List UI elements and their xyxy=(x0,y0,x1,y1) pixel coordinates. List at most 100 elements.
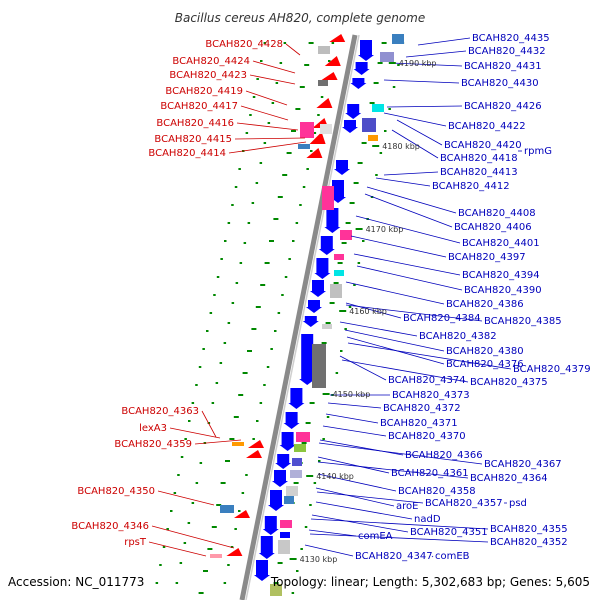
feature-tick xyxy=(159,564,162,566)
forward-gene xyxy=(306,148,323,158)
kbp-label: 4180 kbp xyxy=(382,142,420,151)
forward-gene xyxy=(246,450,262,458)
right-leader-line xyxy=(383,171,439,176)
right-leader-line xyxy=(417,37,471,46)
feature-tick xyxy=(243,242,247,244)
left-leader-line xyxy=(169,427,221,439)
left-gene-label: BCAH820_4424 xyxy=(172,56,250,67)
right-leader-line xyxy=(315,487,395,507)
feature-tick xyxy=(348,306,352,308)
feature-tick xyxy=(180,456,184,458)
left-leader-line xyxy=(228,141,307,154)
reverse-gene xyxy=(355,62,368,69)
gene-block xyxy=(300,122,314,138)
feature-tick xyxy=(259,162,263,164)
feature-tick xyxy=(170,510,173,512)
gene-block xyxy=(270,584,282,596)
right-gene-label: BCAH820_4382 xyxy=(419,331,497,342)
right-gene-label: BCAH820_4376 xyxy=(446,359,524,370)
reverse-gene xyxy=(308,300,320,307)
feature-tick xyxy=(291,592,295,594)
feature-tick xyxy=(191,502,195,504)
feature-tick xyxy=(304,64,310,66)
reverse-gene xyxy=(281,432,294,445)
left-gene-label: lexA3 xyxy=(139,423,167,434)
reverse-gene-arrowhead xyxy=(345,113,362,119)
reverse-gene xyxy=(285,412,298,423)
topology-info: Topology: linear; Length: 5,302,683 bp; … xyxy=(270,575,590,589)
feature-tick xyxy=(187,522,191,524)
right-gene-label: BCAH820_4430 xyxy=(461,78,539,89)
reverse-gene xyxy=(320,236,333,249)
feature-tick xyxy=(273,582,279,584)
feature-tick xyxy=(328,60,331,62)
feature-tick xyxy=(220,482,226,484)
reverse-gene-arrowhead xyxy=(275,463,292,469)
left-leader-line xyxy=(157,490,215,506)
forward-gene xyxy=(324,56,341,66)
feature-tick xyxy=(234,186,238,188)
feature-tick xyxy=(231,204,234,206)
reverse-gene xyxy=(316,258,329,273)
feature-tick xyxy=(292,240,295,242)
right-leader-line xyxy=(308,529,357,537)
gene-block xyxy=(294,444,306,452)
right-leader-line xyxy=(339,321,418,337)
feature-tick xyxy=(392,86,396,88)
right-leader-line xyxy=(405,50,467,58)
gene-block xyxy=(296,432,310,442)
feature-tick xyxy=(279,62,283,64)
feature-tick xyxy=(173,492,177,494)
right-gene-label: BCAH820_4431 xyxy=(464,61,542,72)
feature-tick xyxy=(295,108,301,110)
right-gene-label: BCAH820_4412 xyxy=(432,181,510,192)
right-leader-line xyxy=(341,359,469,383)
feature-tick xyxy=(288,258,291,260)
reverse-gene xyxy=(274,470,286,481)
right-gene-labels: BCAH820_4435 BCAH820_4432 BCAH820_4431 BCAH… xyxy=(355,33,591,562)
feature-tick xyxy=(306,168,309,170)
map-title: Bacillus cereus AH820, complete genome xyxy=(175,11,425,25)
reverse-gene xyxy=(344,120,356,127)
reverse-gene-arrowhead xyxy=(279,445,296,451)
reverse-gene-arrowhead xyxy=(334,169,350,175)
feature-tick xyxy=(310,150,313,152)
reverse-gene xyxy=(304,316,317,321)
right-leader-line xyxy=(347,342,512,370)
right-gene-label: BCAH820_4367 xyxy=(484,459,562,470)
right-leader-line xyxy=(390,62,463,67)
right-gene-label: BCAH820_4371 xyxy=(380,418,458,429)
feature-tick xyxy=(255,306,261,308)
left-gene-label: BCAH820_4363 xyxy=(121,406,199,417)
right-gene-label: BCAH820_4364 xyxy=(470,473,548,484)
left-leader-line xyxy=(245,90,288,106)
feature-tick xyxy=(331,42,335,44)
right-gene-label: BCAH820_4426 xyxy=(464,101,542,112)
feature-tick xyxy=(256,78,259,80)
reverse-gene xyxy=(260,536,273,553)
left-gene-label: rpsT xyxy=(124,537,147,548)
right-leader-line xyxy=(315,501,413,520)
reverse-gene-arrowhead xyxy=(272,481,288,487)
right-leader-line xyxy=(344,329,445,352)
feature-tick xyxy=(220,258,223,260)
kbp-label: 4150 kbp xyxy=(333,390,371,399)
right-gene-label: aroE xyxy=(396,501,418,512)
feature-tick xyxy=(277,312,281,314)
reverse-gene xyxy=(332,180,344,197)
feature-tick xyxy=(224,240,227,242)
feature-tick xyxy=(155,582,159,584)
reverse-gene-arrowhead xyxy=(353,69,370,75)
gene-block xyxy=(312,344,326,388)
feature-tick xyxy=(267,122,271,124)
kbp-label: 4130 kbp xyxy=(300,555,338,564)
right-gene-label: BCAH820_4380 xyxy=(446,346,524,357)
right-leader-line xyxy=(310,518,489,530)
right-gene-label: psd xyxy=(509,498,527,509)
gene-block xyxy=(330,284,342,298)
feature-tick xyxy=(379,152,383,154)
right-gene-label: comEB xyxy=(435,551,470,562)
feature-tick xyxy=(269,240,274,242)
feature-tick xyxy=(229,438,235,440)
feature-tick xyxy=(266,366,270,368)
